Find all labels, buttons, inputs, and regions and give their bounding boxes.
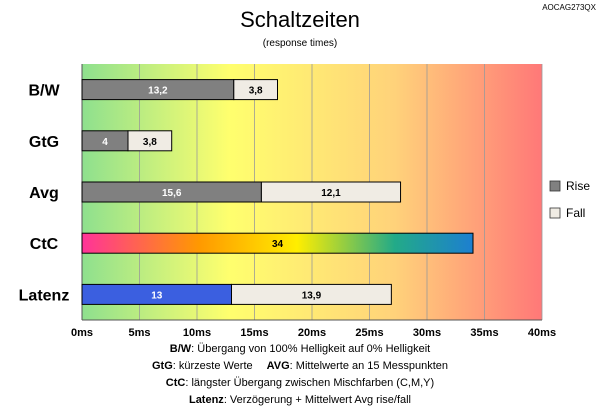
category-label-avg: Avg: [29, 185, 59, 202]
bar-fall-b-w: [233, 79, 279, 101]
note-ctc-key: CtC: [166, 377, 186, 389]
note-latenz-key: Latenz: [189, 394, 224, 406]
value-label-rise-ctc: 34: [272, 239, 284, 250]
x-tick-labels: 0ms 5ms 10ms 15ms 20ms 25ms 30ms 35ms 40ms: [71, 327, 556, 339]
value-label-fall-avg: 12,1: [321, 188, 341, 199]
model-id: AOCAG273QX: [542, 3, 596, 12]
note-latenz-text: : Verzögerung + Mittelwert Avg rise/fall: [224, 394, 411, 406]
note-avg-key: AVG: [267, 360, 290, 372]
bar-fall-avg: [260, 181, 402, 203]
note-avg-text: : Mittelwerte an 15 Messpunkten: [290, 360, 448, 372]
x-tick-label: 0ms: [71, 327, 93, 339]
footnotes: B/W: Übergang von 100% Helligkeit auf 0%…: [152, 343, 448, 406]
value-label-rise-latenz: 13: [151, 290, 163, 301]
legend-swatch-rise: [549, 180, 561, 192]
x-tick-label: 10ms: [183, 327, 211, 339]
value-label-rise-gtg: 4: [102, 137, 108, 148]
category-label-ctc: CtC: [30, 236, 59, 253]
bar-rise-ctc: [81, 232, 474, 254]
x-tick-label: 25ms: [355, 327, 383, 339]
note-ctc: CtC: längster Übergang zwischen Mischfar…: [166, 377, 434, 389]
value-label-rise-avg: 15,6: [162, 188, 182, 199]
note-gtg-avg: GtG: kürzeste Werte AVG: Mittelwerte an 1…: [152, 360, 448, 372]
note-latenz: Latenz: Verzögerung + Mittelwert Avg ris…: [189, 394, 411, 406]
value-label-rise-b-w: 13,2: [148, 86, 168, 97]
x-tick-label: 5ms: [128, 327, 150, 339]
category-labels: B/W GtG Avg CtC Latenz: [19, 83, 70, 305]
note-bw: B/W: Übergang von 100% Helligkeit auf 0%…: [170, 343, 430, 355]
legend-label-rise: Rise: [566, 179, 590, 193]
legend: Rise Fall: [549, 179, 590, 220]
category-label-gtg: GtG: [29, 134, 59, 151]
legend-swatch-fall: [549, 207, 561, 219]
value-label-fall-gtg: 3,8: [143, 137, 157, 148]
category-label-b-w: B/W: [28, 83, 60, 100]
x-tick-label: 40ms: [528, 327, 556, 339]
bar-fall-latenz: [231, 283, 392, 305]
note-bw-text: : Übergang von 100% Helligkeit auf 0% He…: [191, 343, 430, 355]
note-bw-key: B/W: [170, 343, 192, 355]
category-label-latenz: Latenz: [19, 287, 70, 304]
chart-title: Schaltzeiten: [240, 7, 360, 32]
note-gtg-text: : kürzeste Werte: [173, 360, 253, 372]
legend-label-fall: Fall: [566, 206, 585, 220]
x-tick-label: 15ms: [240, 327, 268, 339]
bar-fall-gtg: [127, 130, 173, 152]
x-tick-label: 35ms: [470, 327, 498, 339]
note-gtg-key: GtG: [152, 360, 173, 372]
x-tick-label: 20ms: [298, 327, 326, 339]
value-label-fall-latenz: 13,9: [302, 290, 322, 301]
chart-subtitle: (response times): [263, 38, 337, 49]
x-tick-label: 30ms: [413, 327, 441, 339]
note-ctc-text: : längster Übergang zwischen Mischfarben…: [185, 377, 434, 389]
value-label-fall-b-w: 3,8: [249, 86, 263, 97]
bars: 13,2 3,8 4 3,8 15,6 12,1 34 13 13,9: [81, 79, 474, 305]
